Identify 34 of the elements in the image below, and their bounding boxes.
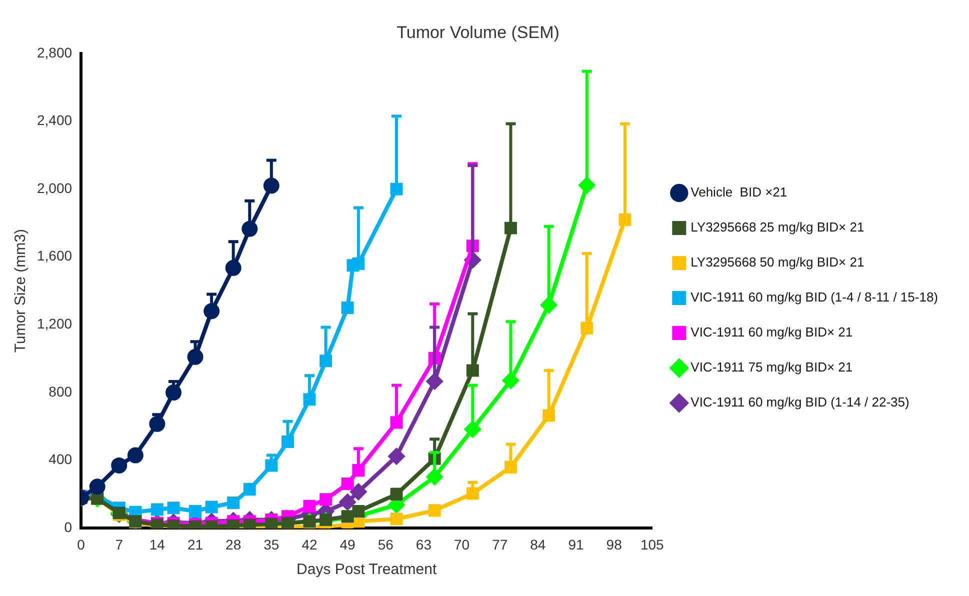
- y-axis-title: Tumor Size (mm3): [12, 228, 30, 353]
- x-tick-label: 63: [416, 536, 432, 552]
- legend-label: Vehicle BID ×21: [690, 184, 788, 200]
- y-tick-label: 1,200: [36, 316, 72, 332]
- x-tick-label: 56: [378, 536, 394, 552]
- x-tick-label: 105: [640, 536, 664, 552]
- x-tick-label: 28: [226, 536, 242, 552]
- y-tick-label: 400: [48, 451, 72, 468]
- x-tick-label: 42: [302, 536, 318, 552]
- x-tick-label: 21: [187, 536, 204, 552]
- y-tick-label: 800: [48, 383, 72, 400]
- x-tick-label: 70: [454, 536, 470, 552]
- x-tick-label: 49: [340, 536, 356, 552]
- legend-label: VIC-1911 60 mg/kg BID (1-4 / 8-11 / 15-18): [690, 290, 938, 305]
- x-tick-label: 91: [568, 536, 584, 552]
- legend-label: LY3295668 25 mg/kg BID× 21: [690, 220, 864, 235]
- legend-label: LY3295668 50 mg/kg BID× 21: [690, 254, 864, 270]
- y-tick-label: 1,600: [36, 248, 72, 264]
- y-tick-label: 2,800: [36, 44, 72, 60]
- legend-label: VIC-1911 60 mg/kg BID (1-14 / 22-35): [690, 394, 910, 410]
- x-tick-label: 84: [530, 536, 546, 552]
- x-tick-label: 7: [115, 536, 124, 552]
- legend-label: VIC-1911 60 mg/kg BID× 21: [690, 324, 853, 340]
- x-tick-label: 35: [264, 536, 280, 552]
- y-tick-label: 0: [64, 519, 72, 536]
- x-axis-title: Days Post Treatment: [296, 561, 438, 578]
- x-tick-label: 14: [149, 536, 166, 552]
- y-tick-label: 2,400: [36, 112, 72, 128]
- chart-title: Tumor Volume (SEM): [396, 22, 560, 42]
- x-tick-label: 98: [606, 536, 622, 552]
- x-tick-label: 77: [492, 536, 508, 552]
- y-tick-label: 2,000: [36, 180, 72, 196]
- x-tick-label: 0: [77, 536, 86, 552]
- legend-label: VIC-1911 75 mg/kg BID× 21: [690, 360, 853, 375]
